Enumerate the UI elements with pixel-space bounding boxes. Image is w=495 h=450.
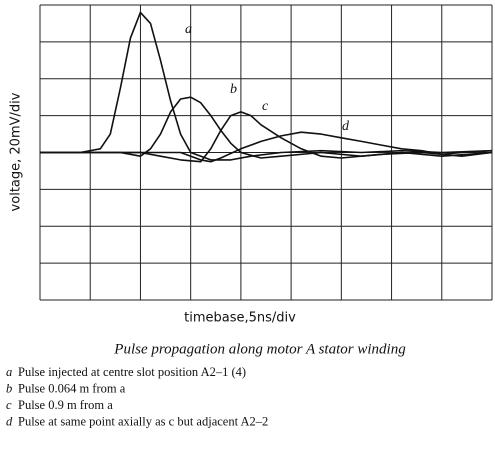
curve bbox=[40, 131, 493, 163]
curve-label: a bbox=[185, 22, 192, 37]
curve-label: d bbox=[342, 119, 350, 134]
curve bbox=[40, 111, 493, 163]
curve bbox=[40, 11, 493, 161]
legend-text: Pulse 0.9 m from a bbox=[18, 398, 113, 412]
legend-key: d bbox=[6, 414, 13, 428]
curve-label: b bbox=[230, 82, 237, 97]
chart-title: Pulse propagation along motor A stator w… bbox=[113, 341, 406, 357]
legend-text: Pulse injected at centre slot position A… bbox=[18, 365, 246, 379]
legend-text: Pulse at same point axially as c but adj… bbox=[18, 414, 268, 428]
legend-key: a bbox=[6, 365, 12, 379]
legend-key: b bbox=[6, 381, 12, 395]
legend-text: Pulse 0.064 m from a bbox=[18, 381, 126, 395]
y-axis-label: voltage, 20mV/div bbox=[9, 92, 24, 211]
legend-key: c bbox=[6, 398, 12, 412]
curve-label: c bbox=[262, 99, 269, 114]
curve bbox=[40, 96, 493, 159]
x-axis-label: timebase,5ns/div bbox=[184, 311, 296, 326]
